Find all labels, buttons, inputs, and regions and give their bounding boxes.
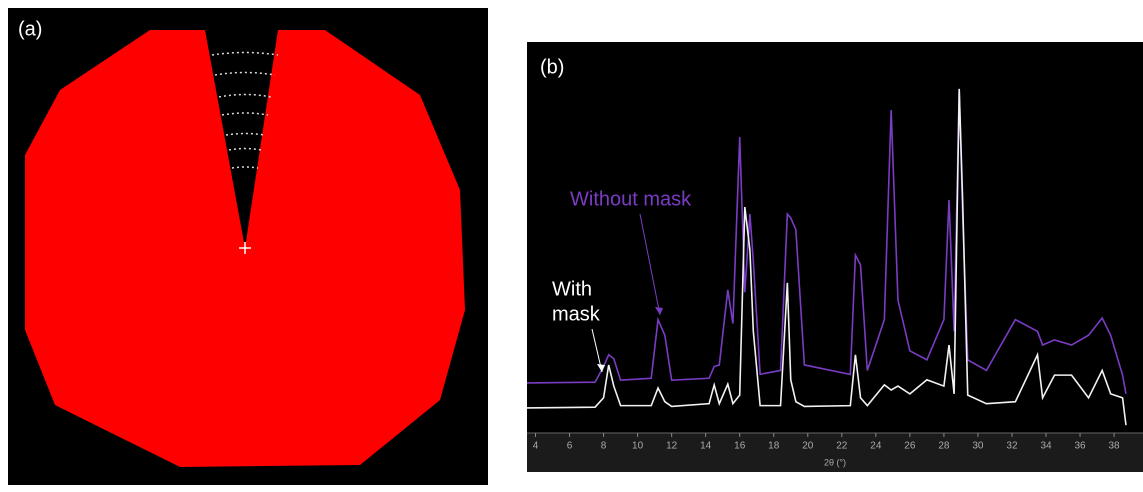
x-tick-label: 20 (802, 441, 814, 452)
x-tick-label: 6 (567, 441, 573, 452)
x-tick-label: 30 (972, 441, 984, 452)
panel-b-background (527, 42, 1143, 472)
figure: (a) (b) 2θ (°) 4 6 8 10 12 14 16 18 20 22 24 26 28 30… (0, 0, 1143, 492)
panel-label: (a) (18, 18, 42, 40)
x-tick-label: 34 (1040, 441, 1052, 452)
annotation: mask (552, 303, 601, 325)
x-tick-label: 38 (1109, 441, 1121, 452)
x-tick-label: 14 (700, 441, 712, 452)
annotation: With (552, 278, 592, 300)
x-tick-label: 10 (632, 441, 644, 452)
x-tick-label: 24 (870, 441, 882, 452)
x-tick-label: 12 (666, 441, 678, 452)
x-tick-label: 22 (836, 441, 848, 452)
annotation: Without mask (570, 188, 692, 210)
x-axis-label: 2θ (°) (824, 457, 846, 467)
x-tick-label: 36 (1074, 441, 1086, 452)
x-tick-label: 18 (768, 441, 780, 452)
x-tick-label: 16 (734, 441, 746, 452)
panel-label: (b) (540, 56, 564, 78)
x-tick-label: 32 (1006, 441, 1018, 452)
x-tick-label: 4 (533, 441, 539, 452)
x-tick-label: 26 (904, 441, 916, 452)
x-tick-label: 28 (938, 441, 950, 452)
x-tick-label: 8 (601, 441, 607, 452)
